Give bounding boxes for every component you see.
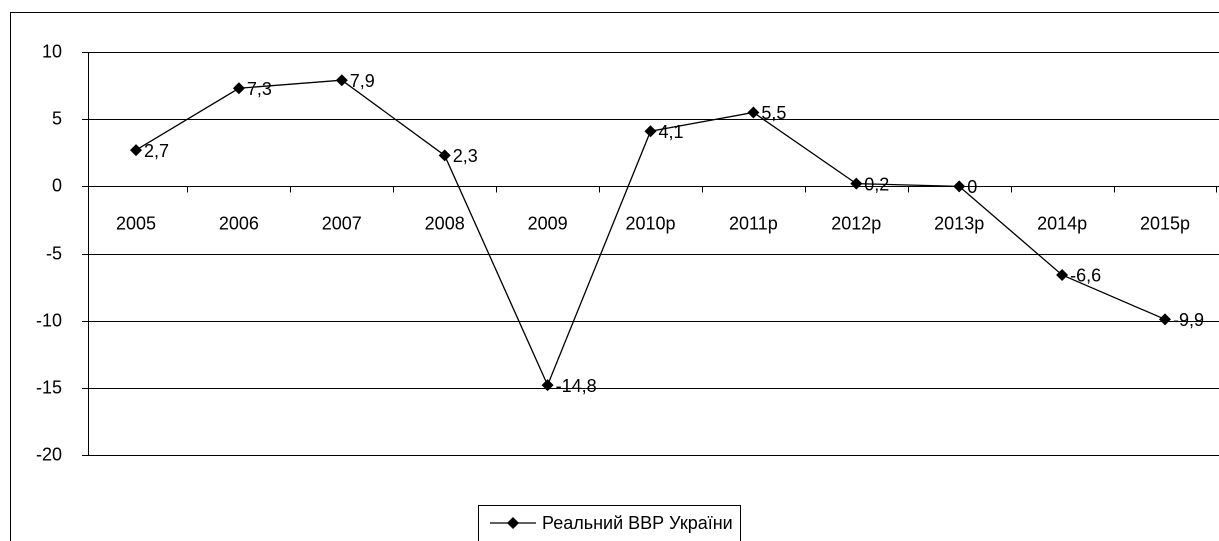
- data-label: 2,3: [453, 146, 478, 166]
- x-tick-label: 2011р: [729, 213, 778, 233]
- x-tick-label: 2010р: [625, 213, 675, 233]
- x-tick-label: 2005: [116, 213, 156, 233]
- y-tick-label: -10: [36, 310, 62, 330]
- data-point: [130, 144, 142, 157]
- data-label: 0: [967, 177, 977, 197]
- data-point: [1056, 268, 1069, 281]
- y-tick-label: -5: [46, 243, 62, 263]
- data-label: -6,6: [1070, 266, 1101, 286]
- x-tick-label: 2006: [219, 213, 259, 233]
- data-label: -14,8: [556, 376, 597, 396]
- data-point: [232, 82, 245, 95]
- data-label: -9,9: [1173, 310, 1204, 330]
- data-point: [335, 74, 348, 87]
- data-point: [644, 125, 657, 138]
- data-label: 7,9: [350, 71, 375, 91]
- data-point: [541, 379, 554, 392]
- x-tick-label: 2013р: [934, 213, 984, 233]
- legend-marker: [507, 517, 519, 529]
- data-label: 7,3: [247, 79, 272, 99]
- x-tick-label: 2009: [528, 213, 568, 233]
- y-tick-label: 0: [52, 175, 62, 195]
- data-label: 5,5: [761, 103, 786, 123]
- data-label: 4,1: [659, 122, 684, 142]
- data-point: [747, 106, 760, 119]
- data-point: [953, 180, 966, 193]
- x-tick-label: 2015р: [1140, 213, 1190, 233]
- chart-border: [10, 12, 1219, 541]
- data-point: [850, 177, 863, 190]
- x-tick-label: 2007: [322, 213, 362, 233]
- legend-label: Реальний ВВР України: [542, 513, 733, 533]
- x-tick-label: 2012р: [831, 213, 881, 233]
- legend: Реальний ВВР України: [478, 505, 741, 541]
- data-label: 0,2: [864, 174, 889, 194]
- y-tick-label: 10: [42, 41, 62, 61]
- data-point: [438, 149, 451, 162]
- y-tick-label: -15: [36, 377, 62, 397]
- x-tick-label: 2014р: [1037, 213, 1087, 233]
- x-tick-label: 2008: [425, 213, 465, 233]
- y-tick-label: 5: [52, 108, 62, 128]
- y-tick-label: -20: [36, 444, 62, 464]
- data-point: [1159, 313, 1171, 326]
- data-label: 2,7: [144, 141, 169, 161]
